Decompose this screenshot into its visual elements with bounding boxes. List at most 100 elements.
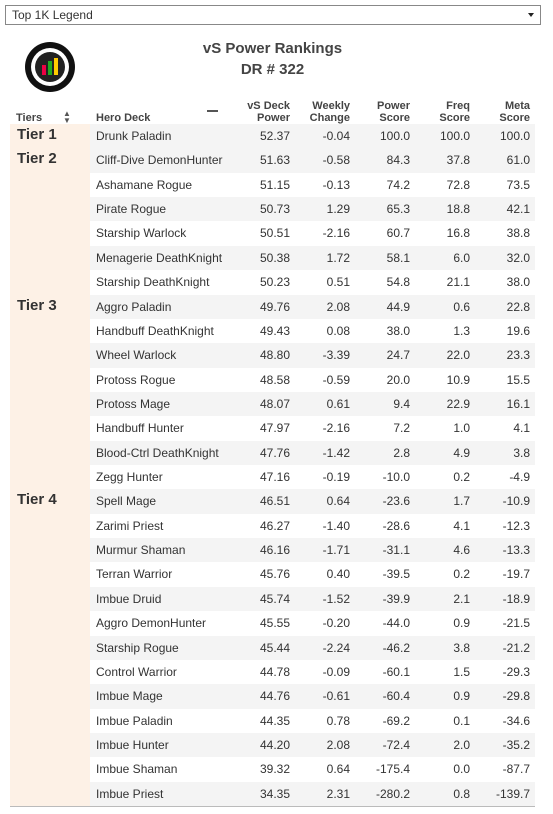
cell: 2.1 (453, 591, 470, 606)
cell: 49.76 (259, 299, 290, 314)
cell: -2.16 (322, 226, 350, 241)
cell: 38.0 (386, 323, 410, 338)
row-stripe (90, 635, 535, 660)
cell: Murmur Shaman (96, 543, 186, 558)
cell: 48.07 (259, 396, 290, 411)
cell: -0.09 (322, 664, 350, 679)
cell: Starship Rogue (96, 640, 179, 655)
cell: -60.1 (382, 664, 410, 679)
cell: -44.0 (382, 616, 410, 631)
cell: 0.6 (453, 299, 470, 314)
cell: -0.61 (322, 689, 350, 704)
cell: 6.0 (453, 250, 470, 265)
cell: 16.8 (446, 226, 470, 241)
cell: -13.3 (502, 543, 530, 558)
cell: -19.7 (502, 567, 530, 582)
row-stripe (90, 148, 535, 173)
cell: Imbue Shaman (96, 762, 178, 777)
cell: -3.39 (322, 348, 350, 363)
cell: 72.8 (446, 177, 470, 192)
cell: 48.58 (259, 372, 290, 387)
column-header: Meta Score (499, 100, 530, 124)
cell: Terran Warrior (96, 567, 173, 582)
cell: -1.71 (322, 543, 350, 558)
logo (25, 42, 75, 92)
cell: -2.16 (322, 421, 350, 436)
cell: Imbue Paladin (96, 713, 173, 728)
cell: -2.24 (322, 640, 350, 655)
row-stripe (90, 781, 535, 807)
subtitle: DR # 322 (240, 61, 305, 78)
dropdown[interactable]: Top 1K Legend (5, 5, 541, 25)
cell: 45.44 (259, 640, 290, 655)
cell: -28.6 (382, 518, 410, 533)
cell: 47.16 (259, 470, 290, 485)
cell: 46.27 (259, 518, 290, 533)
row-stripe (90, 391, 535, 417)
cell: Control Warrior (96, 664, 177, 679)
cell: 44.35 (259, 713, 290, 728)
cell: 46.16 (259, 543, 290, 558)
cell: -1.40 (322, 518, 350, 533)
cell: -1.52 (322, 591, 350, 606)
cell: 45.74 (259, 591, 290, 606)
cell: 1.0 (453, 421, 470, 436)
cell: 84.3 (386, 153, 410, 168)
tier-label: Tier 4 (17, 491, 57, 509)
cell: Ashamane Rogue (96, 177, 193, 192)
cell: -35.2 (502, 738, 530, 752)
row-stripe (90, 586, 535, 612)
cell: 52.37 (259, 129, 290, 143)
cell: 46.51 (259, 494, 290, 509)
cell: -10.9 (502, 494, 530, 509)
cell: 51.63 (259, 153, 290, 168)
sort-icon[interactable]: ▲ ▼ (63, 109, 71, 125)
cell: -21.5 (502, 616, 530, 631)
cell: 24.7 (386, 348, 410, 363)
cell: Imbue Hunter (96, 738, 169, 752)
cell: 61.0 (506, 153, 530, 168)
cell: Spell Mage (96, 494, 157, 509)
tier-band (10, 148, 90, 295)
cell: 44.20 (259, 738, 290, 752)
cell: 38.8 (506, 226, 530, 241)
cell: -0.58 (322, 153, 350, 168)
tier-band (10, 489, 90, 807)
cell: Pirate Rogue (96, 202, 167, 217)
row-stripe (90, 124, 535, 149)
cell: Handbuff Hunter (96, 421, 184, 436)
cell: 7.2 (393, 421, 410, 436)
cell: Aggro Paladin (96, 299, 172, 314)
cell: 0.8 (453, 786, 470, 801)
title: vS Power Rankings (202, 40, 343, 57)
cell: 4.6 (453, 543, 470, 558)
cell: 44.9 (386, 299, 410, 314)
row-stripe (90, 538, 535, 563)
cell: 2.08 (326, 738, 350, 752)
cell: 0.2 (453, 567, 470, 582)
cell: Protoss Rogue (96, 372, 176, 387)
cell: -31.1 (382, 543, 410, 558)
dropdown-arrow (528, 13, 534, 17)
cell: -10.0 (382, 470, 410, 485)
cell: -69.2 (382, 713, 410, 728)
cell: 50.73 (259, 202, 290, 217)
cell: Starship DeathKnight (96, 275, 210, 290)
cell: Wheel Warlock (96, 348, 177, 363)
cell: -175.4 (375, 762, 410, 777)
cell: 73.5 (506, 177, 530, 192)
column-header: vS Deck Power (247, 100, 290, 124)
cell: -1.42 (322, 445, 350, 460)
cell: -29.3 (502, 664, 530, 679)
cell: 100.0 (379, 129, 410, 143)
tier-band (10, 124, 90, 149)
cell: -39.9 (382, 591, 410, 606)
tier-label: Tier 1 (17, 126, 57, 143)
cell: 50.51 (259, 226, 290, 241)
sort-icon[interactable] (207, 110, 218, 119)
cell: 51.15 (259, 177, 290, 192)
cell: 34.35 (259, 786, 290, 801)
cell: 21.1 (446, 275, 470, 290)
cell: Protoss Mage (96, 396, 171, 411)
cell: 22.8 (506, 299, 530, 314)
